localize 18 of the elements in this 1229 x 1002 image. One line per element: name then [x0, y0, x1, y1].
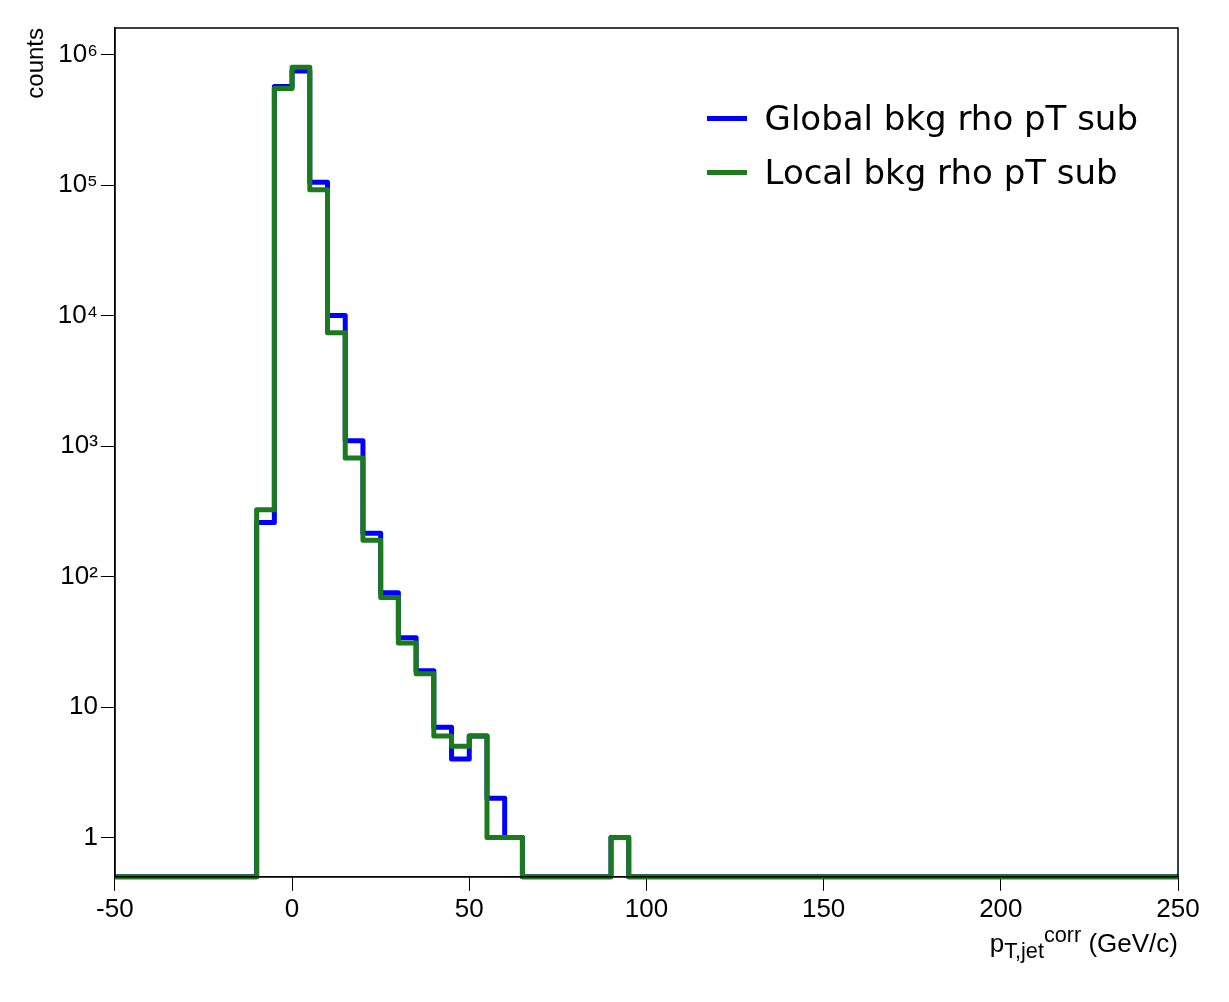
x-tick-label: -50 — [96, 892, 134, 923]
x-tick-label: 150 — [801, 892, 846, 923]
x-tick-label: 200 — [979, 892, 1023, 923]
x-tick-label: 50 — [454, 892, 484, 923]
y-tick-label: 10³ — [60, 429, 99, 460]
y-tick-label: 10⁵ — [58, 168, 98, 199]
x-tick-label: 100 — [624, 892, 669, 923]
y-tick-label: 10⁶ — [58, 37, 98, 68]
x-axis-title: p$_{T,jet}$$^{corr}$ (GeV/c) — [989, 922, 1178, 964]
y-tick-label: 10² — [60, 559, 99, 590]
y-tick-label: 10⁴ — [57, 298, 98, 329]
legend-label: Local bkg rho pT sub — [764, 152, 1118, 192]
x-tick-label: 0 — [284, 892, 300, 923]
y-axis-title: counts — [21, 28, 49, 99]
x-tick-label: 250 — [1156, 892, 1200, 923]
legend-label: Global bkg rho pT sub — [764, 98, 1138, 138]
y-tick-label: 10 — [68, 690, 98, 721]
y-tick-label: 1 — [83, 820, 98, 851]
